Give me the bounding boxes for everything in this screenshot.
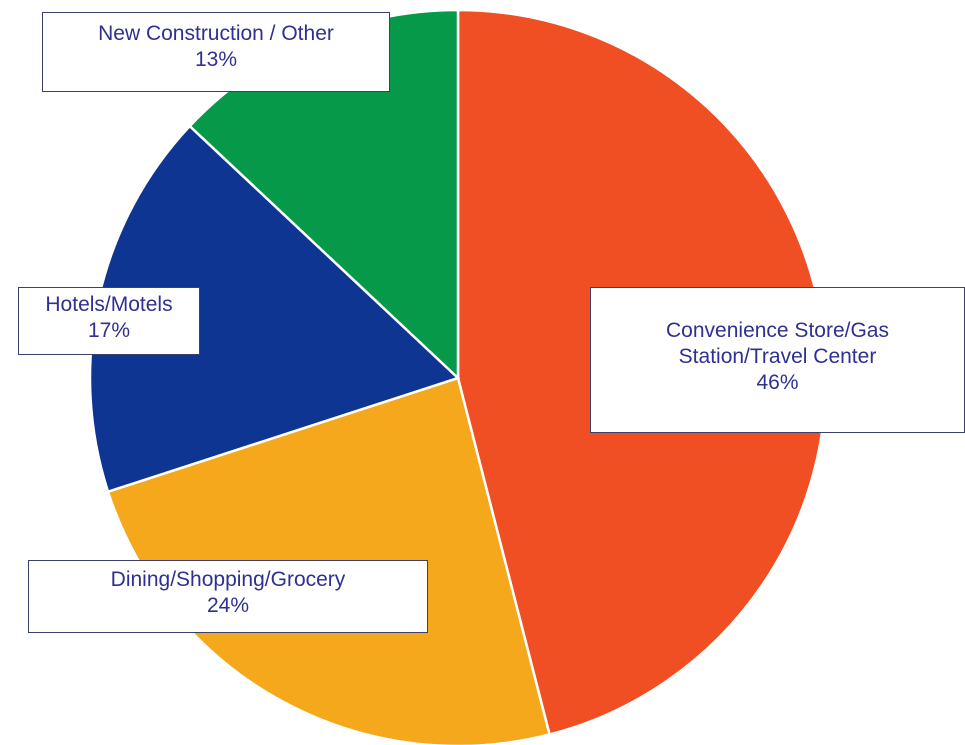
value-label: 46% (756, 371, 799, 394)
value-label: 17% (87, 319, 131, 342)
category-label: New Construction / Other (98, 22, 334, 45)
value-label: 13% (194, 48, 238, 71)
slice-label: Hotels/Motels 17% (18, 287, 200, 355)
category-label: Hotels/Motels (45, 293, 173, 316)
value-label: 24% (206, 594, 250, 617)
slice-label: New Construction / Other 13% (42, 12, 390, 92)
category-label: Convenience Store/Gas Station/Travel Cen… (666, 319, 889, 368)
slice-label: Convenience Store/Gas Station/Travel Cen… (590, 287, 965, 433)
slice-label: Dining/Shopping/Grocery 24% (28, 560, 428, 633)
category-label: Dining/Shopping/Grocery (110, 568, 346, 591)
